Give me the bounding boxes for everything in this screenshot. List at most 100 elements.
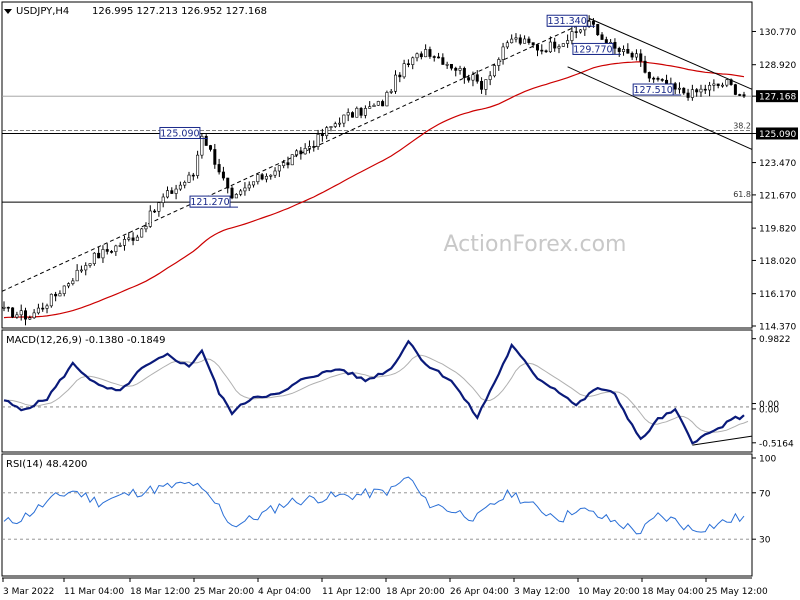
- candle: [708, 85, 712, 91]
- candle: [286, 162, 290, 166]
- candle: [690, 89, 694, 98]
- annotation-label: 125.090: [160, 128, 199, 139]
- candle: [6, 306, 10, 309]
- rsi-panel[interactable]: RSI(14) 48.4200: [1, 453, 753, 577]
- macd-tick-label: 0.9822: [759, 335, 791, 345]
- time-tick-label: 25 May 12:00: [706, 587, 768, 597]
- candle: [307, 146, 311, 149]
- candle: [333, 123, 337, 127]
- annotation-box: [632, 83, 674, 96]
- candle: [342, 114, 346, 124]
- candle: [243, 187, 247, 192]
- candle: [424, 49, 428, 58]
- candle: [561, 43, 565, 47]
- rsi-tick-label: 30: [759, 536, 771, 546]
- candle: [252, 181, 256, 186]
- candle: [144, 226, 148, 230]
- macd-line: [3, 339, 745, 445]
- candle: [712, 83, 716, 86]
- candle: [213, 149, 217, 165]
- candle: [699, 88, 703, 93]
- candle: [312, 146, 316, 148]
- candle: [497, 59, 501, 66]
- candle: [135, 236, 139, 241]
- candle: [686, 92, 690, 98]
- candle: [127, 237, 131, 240]
- candle: [355, 107, 359, 118]
- candle: [574, 31, 578, 33]
- candle: [299, 150, 303, 155]
- candle: [579, 29, 583, 33]
- macd-signal-line: [7, 354, 749, 433]
- candle: [518, 37, 522, 44]
- candle: [15, 314, 19, 318]
- candle: [316, 134, 320, 147]
- candle: [148, 210, 152, 227]
- price-tick-highlight: [756, 127, 798, 140]
- annotation-label: 129.770: [573, 44, 612, 55]
- fib-level-label: 38.2: [733, 121, 751, 130]
- candle: [634, 53, 638, 58]
- candle: [510, 38, 514, 44]
- candle: [720, 84, 724, 87]
- candle: [432, 56, 436, 58]
- macd-panel[interactable]: MACD(12,26,9) -0.1380 -0.1849: [1, 329, 753, 453]
- candle: [613, 41, 617, 49]
- candle: [600, 34, 604, 40]
- candle: [398, 74, 402, 78]
- candle: [256, 174, 260, 183]
- candle: [62, 285, 66, 294]
- candle: [32, 312, 36, 319]
- candle: [204, 136, 208, 146]
- candle: [264, 175, 268, 180]
- candle: [626, 48, 630, 54]
- price-panel[interactable]: USDJPY,H4 126.995 127.213 126.952 127.16…: [1, 1, 753, 329]
- candle: [523, 38, 527, 44]
- fib-level-label: 61.8: [733, 190, 751, 199]
- price-tick-label: 127.168: [759, 93, 796, 103]
- candle: [295, 150, 299, 155]
- candle: [84, 265, 88, 271]
- candle: [540, 49, 544, 52]
- candle: [725, 79, 729, 86]
- candle: [346, 112, 350, 116]
- price-tick-highlight: [756, 90, 798, 103]
- candle: [36, 307, 40, 314]
- candle: [394, 74, 398, 92]
- price-tick-label: 118.020: [759, 257, 796, 267]
- candle: [445, 63, 449, 66]
- candle: [501, 46, 505, 60]
- candle: [557, 46, 561, 49]
- time-tick-label: 18 Mar 12:00: [130, 587, 190, 597]
- candle: [458, 68, 462, 71]
- time-tick-label: 11 Apr 12:00: [322, 587, 381, 597]
- candle: [131, 237, 135, 241]
- candle: [170, 190, 174, 194]
- rsi-title: RSI(14) 48.4200: [6, 459, 87, 470]
- rsi-tick-label: 100: [759, 455, 776, 465]
- candle: [277, 165, 281, 172]
- candle: [174, 188, 178, 194]
- ema-line: [3, 61, 745, 319]
- price-panel-frame: [1, 1, 753, 329]
- time-tick-label: 3 May 12:00: [514, 587, 570, 597]
- time-tick-label: 10 May 20:00: [578, 587, 640, 597]
- candle: [484, 79, 488, 90]
- candle: [49, 293, 53, 307]
- candle: [54, 293, 58, 297]
- candle: [402, 63, 406, 78]
- candle: [269, 174, 273, 177]
- candle: [24, 310, 28, 320]
- candle: [639, 53, 643, 62]
- candle: [165, 190, 169, 198]
- candle: [437, 56, 441, 59]
- annotation-label: 131.340: [547, 16, 586, 27]
- candle: [656, 77, 660, 80]
- candle: [290, 154, 294, 166]
- candle: [221, 171, 225, 179]
- candle: [553, 41, 557, 49]
- time-tick-label: 4 Apr 04:00: [258, 587, 311, 597]
- candle: [92, 252, 96, 264]
- annotation-label: 121.270: [190, 197, 229, 208]
